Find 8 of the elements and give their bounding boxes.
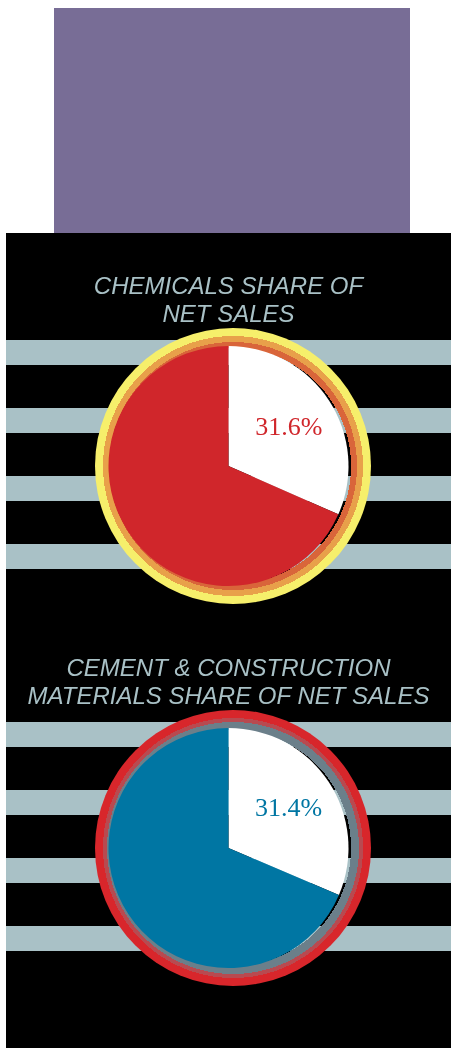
pie-slice [108,346,339,586]
data-label: 31.4% [254,793,323,823]
pie-slice [108,728,339,968]
data-label: 31.6% [255,411,323,441]
pie-slice [228,728,349,895]
chart-title: CEMENT & CONSTRUCTION MATERIALS SHARE OF NET SALES [27,654,430,709]
pie-slice [228,346,349,515]
chart-title: CHEMICALS SHARE OF NET SALES [93,272,365,327]
